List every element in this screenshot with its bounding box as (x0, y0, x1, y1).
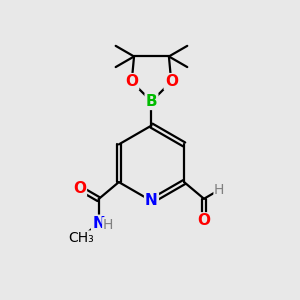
Text: O: O (73, 181, 86, 196)
Text: H: H (214, 183, 224, 197)
Text: O: O (197, 213, 211, 228)
Text: N: N (145, 194, 158, 208)
Text: O: O (125, 74, 138, 89)
Text: N: N (92, 216, 105, 231)
Text: B: B (146, 94, 157, 109)
Text: H: H (103, 218, 113, 232)
Text: O: O (165, 74, 178, 89)
Text: CH₃: CH₃ (68, 231, 94, 245)
